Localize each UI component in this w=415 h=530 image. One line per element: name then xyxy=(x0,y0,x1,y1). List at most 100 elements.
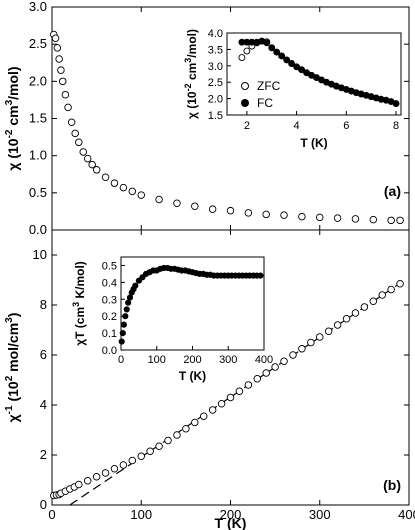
b-data-point xyxy=(101,469,110,477)
b-xtick-label: 200 xyxy=(220,507,242,522)
b-inset-point xyxy=(257,272,264,279)
b-inset-point xyxy=(125,299,132,306)
a-inset-point-fc xyxy=(293,63,301,71)
b-ytick-label: 0 xyxy=(40,497,47,512)
a-inset-ytick-label: 2.0 xyxy=(208,94,223,106)
b-data-point xyxy=(298,345,306,353)
b-data-point xyxy=(289,351,297,359)
a-data-point xyxy=(280,211,288,219)
a-inset-xlabel: T (K) xyxy=(300,136,327,150)
b-inset-point xyxy=(123,306,130,313)
b-inset-ytick-label: 0.4 xyxy=(102,277,117,289)
a-data-point xyxy=(79,148,87,156)
b-ytick-label: 6 xyxy=(40,347,47,362)
a-data-point xyxy=(55,55,63,63)
a-data-point xyxy=(262,210,270,219)
b-data-point xyxy=(164,436,172,445)
b-data-point xyxy=(199,412,208,421)
b-data-point xyxy=(369,297,378,306)
b-data-point xyxy=(333,321,342,329)
b-data-point xyxy=(271,363,279,371)
b-inset-point xyxy=(119,329,126,337)
b-data-point xyxy=(173,431,181,439)
a-data-point xyxy=(119,183,128,192)
b-data-point xyxy=(244,381,253,389)
a-data-point xyxy=(64,103,72,112)
b-data-point xyxy=(324,327,333,336)
a-inset-point-fc xyxy=(278,52,286,60)
a-inset-ylabel: χ (10-2 cm3/mol) xyxy=(183,29,199,119)
a-data-point xyxy=(83,154,92,163)
b-data-point xyxy=(75,480,83,489)
b-data-point xyxy=(262,369,270,377)
b-data-point xyxy=(253,375,262,383)
b-xtick-label: 0 xyxy=(48,507,55,522)
a-ytick-label: 1.0 xyxy=(29,148,47,163)
a-inset-xtick-label: 8 xyxy=(393,120,399,132)
b-data-point xyxy=(217,400,226,408)
b-data-point xyxy=(378,291,386,299)
a-data-point xyxy=(333,214,342,222)
a-data-point xyxy=(110,179,119,187)
b-data-point xyxy=(146,447,154,456)
b-data-point xyxy=(208,406,217,414)
b-data-point xyxy=(128,456,137,465)
a-inset-xtick-label: 2 xyxy=(244,120,250,132)
b-data-point xyxy=(307,338,315,347)
b-xtick-label: 400 xyxy=(398,507,415,522)
b-data-point xyxy=(92,473,101,481)
b-data-point xyxy=(387,285,395,294)
b-inset-xtick-label: 400 xyxy=(255,354,273,366)
a-inset-ytick-label: 3.5 xyxy=(208,44,223,56)
a-inset-point-fc xyxy=(268,44,276,52)
b-data-point xyxy=(119,461,128,469)
a-inset-point-fc xyxy=(263,39,271,47)
a-data-point xyxy=(128,187,137,196)
b-data-point xyxy=(360,303,369,311)
a-data-point xyxy=(71,129,79,138)
a-data-point xyxy=(88,160,96,169)
b-inset-ylabel: χT (cm3 K/mol) xyxy=(71,261,87,346)
a-ytick-label: 3.0 xyxy=(29,0,47,14)
b-data-point xyxy=(155,442,163,451)
b-fit-line xyxy=(69,282,401,506)
b-ytick-label: 2 xyxy=(40,447,47,462)
a-inset-point-zfc xyxy=(243,47,251,55)
a-data-point xyxy=(369,215,378,224)
b-ytick-label: 8 xyxy=(40,297,47,312)
a-legend-marker xyxy=(241,82,249,90)
b-inset-xtick-label: 300 xyxy=(219,354,237,366)
b-inset-ytick-label: 0.5 xyxy=(102,260,117,272)
b-data-point xyxy=(316,333,324,341)
a-data-point xyxy=(226,206,235,215)
a-ytick-label: 0.0 xyxy=(29,222,47,237)
a-legend-marker xyxy=(241,99,249,107)
b-xtick-label: 100 xyxy=(130,507,152,522)
a-panel-label: (a) xyxy=(384,183,401,199)
a-data-point xyxy=(298,212,306,221)
a-inset-xtick-label: 4 xyxy=(294,120,300,132)
a-inset-xtick-label: 6 xyxy=(343,120,349,132)
b-data-point xyxy=(396,280,404,288)
b-inset-point xyxy=(120,321,127,328)
b-inset-point xyxy=(122,313,129,320)
a-data-point xyxy=(396,216,404,225)
a-ytick-label: 0.5 xyxy=(29,185,47,200)
a-inset-point-fc xyxy=(392,100,400,107)
a-ylabel: χ (10-2 cm3/mol) xyxy=(4,66,21,170)
a-data-point xyxy=(75,138,83,147)
b-xtick-label: 300 xyxy=(309,507,331,522)
b-data-point xyxy=(235,387,244,396)
b-data-point xyxy=(182,425,190,433)
b-inset-ytick-label: 0.3 xyxy=(102,294,117,306)
a-legend-label: ZFC xyxy=(257,79,281,93)
a-data-point xyxy=(57,66,65,74)
b-inset-point xyxy=(118,338,125,345)
b-inset-point xyxy=(126,294,134,301)
a-data-point xyxy=(137,191,145,199)
a-inset-ytick-label: 2.5 xyxy=(208,77,223,89)
b-inset-xtick-label: 200 xyxy=(183,354,201,366)
a-data-point xyxy=(208,205,217,213)
a-inset-point-fc xyxy=(288,60,296,67)
a-data-point xyxy=(61,90,70,99)
